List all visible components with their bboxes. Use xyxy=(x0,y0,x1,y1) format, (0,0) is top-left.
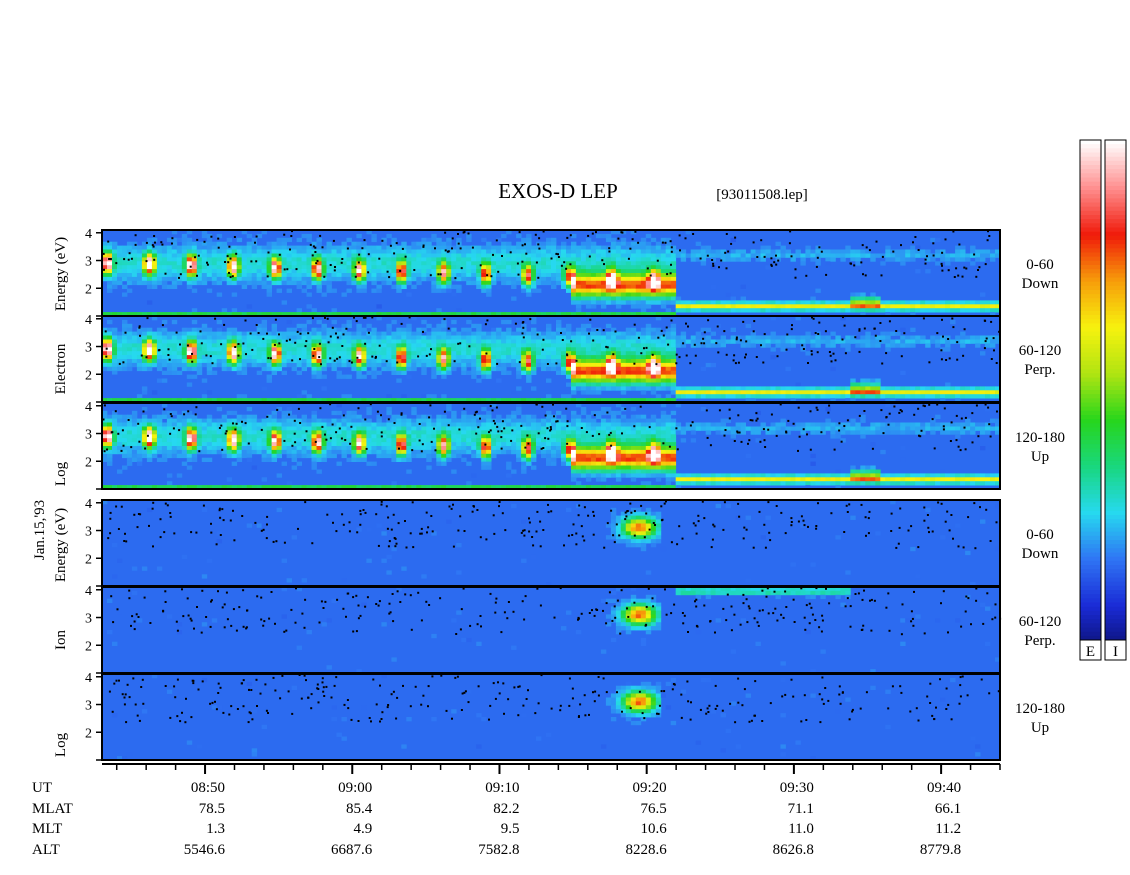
ephemeris-value: 08:50 xyxy=(191,780,225,796)
colorbar-label: I xyxy=(1113,644,1118,660)
ytick-label: 2 xyxy=(85,282,92,297)
ephemeris-table: UT 08:50 09:00 09:10 09:20 09:30 09:40 MLAT 78.5… xyxy=(32,780,961,858)
ytick-label: 4 xyxy=(85,584,92,599)
ytick-label: 2 xyxy=(85,639,92,654)
electron-panel-2: 4 3 2 120-180 Up xyxy=(85,400,1065,490)
ephemeris-row-name: ALT xyxy=(32,842,60,858)
ephemeris-value: 09:00 xyxy=(338,780,372,796)
ytick-label: 3 xyxy=(85,699,92,714)
electron-ylabel-word: Electron xyxy=(53,343,69,394)
ephemeris-value: 4.9 xyxy=(354,821,373,837)
pitch-label: 60-120 xyxy=(1019,343,1062,359)
ephemeris-row-name: MLT xyxy=(32,821,62,837)
ephemeris-value: 82.2 xyxy=(493,801,519,817)
panel-frame xyxy=(101,402,1001,490)
ephemeris-value: 6687.6 xyxy=(331,842,373,858)
chart-title: EXOS-D LEP xyxy=(498,179,618,203)
ephemeris-value: 76.5 xyxy=(640,801,666,817)
ion-ylabel-word: Energy (eV) xyxy=(53,508,69,582)
ytick-label: 2 xyxy=(85,726,92,741)
ephemeris-value: 85.4 xyxy=(346,801,373,817)
ephemeris-value: 11.0 xyxy=(788,821,814,837)
colorbar-I: I xyxy=(1104,139,1127,661)
ion-ylabel-word: Ion xyxy=(53,630,69,650)
ephemeris-value: 8626.8 xyxy=(773,842,814,858)
ion-panel-1: 4 3 2 60-120 Perp. xyxy=(85,584,1061,674)
ytick-label: 3 xyxy=(85,341,92,356)
panel-background xyxy=(102,587,1000,673)
colorbar-E: E xyxy=(1079,139,1102,661)
ephemeris-value: 8228.6 xyxy=(625,842,667,858)
pitch-label: 60-120 xyxy=(1019,614,1062,630)
direction-label: Perp. xyxy=(1024,362,1055,378)
pitch-label: 0-60 xyxy=(1026,527,1054,543)
panel-background xyxy=(102,674,1000,760)
date-label: Jan.15,'93 xyxy=(32,500,48,560)
ytick-label: 4 xyxy=(85,400,92,415)
pitch-label: 120-180 xyxy=(1015,701,1065,717)
ytick-label: 4 xyxy=(85,313,92,328)
ephemeris-value: 09:20 xyxy=(633,780,667,796)
ephemeris-value: 09:40 xyxy=(927,780,961,796)
direction-label: Down xyxy=(1022,276,1059,292)
ion-ylabel-word: Log xyxy=(53,732,69,757)
direction-label: Up xyxy=(1031,449,1049,465)
ytick-label: 3 xyxy=(85,525,92,540)
ytick-label: 2 xyxy=(85,552,92,567)
colorbar-label: E xyxy=(1086,644,1095,660)
ephemeris-value: 8779.8 xyxy=(920,842,961,858)
pitch-label: 0-60 xyxy=(1026,257,1054,273)
electron-panel-1: 4 3 2 60-120 Perp. xyxy=(85,313,1061,403)
ephemeris-value: 09:30 xyxy=(780,780,814,796)
direction-label: Perp. xyxy=(1024,633,1055,649)
ephemeris-value: 11.2 xyxy=(935,821,961,837)
panel-background xyxy=(102,500,1000,586)
ytick-label: 4 xyxy=(85,227,92,242)
ephemeris-value: 1.3 xyxy=(206,821,225,837)
ephemeris-value: 09:10 xyxy=(485,780,519,796)
ephemeris-row-name: UT xyxy=(32,780,52,796)
ephemeris-value: 10.6 xyxy=(640,821,667,837)
ephemeris-value: 7582.8 xyxy=(478,842,519,858)
ytick-label: 2 xyxy=(85,455,92,470)
ion-panel-2: 4 3 2 120-180 Up xyxy=(85,671,1065,761)
ytick-label: 3 xyxy=(85,255,92,270)
file-label: [93011508.lep] xyxy=(716,187,808,203)
ephemeris-value: 78.5 xyxy=(199,801,225,817)
electron-panel-0: 4 3 2 0-60 Down xyxy=(85,227,1059,317)
ytick-label: 3 xyxy=(85,428,92,443)
ephemeris-row-name: MLAT xyxy=(32,801,73,817)
ion-panel-0: 4 3 2 0-60 Down xyxy=(85,497,1059,587)
electron-ylabel-word: Energy (eV) xyxy=(53,237,69,311)
panel-frame xyxy=(101,673,1001,761)
ytick-label: 3 xyxy=(85,612,92,627)
ytick-label: 2 xyxy=(85,368,92,383)
ephemeris-value: 5546.6 xyxy=(184,842,226,858)
ephemeris-value: 9.5 xyxy=(501,821,520,837)
direction-label: Up xyxy=(1031,720,1049,736)
ytick-label: 4 xyxy=(85,671,92,686)
ephemeris-value: 66.1 xyxy=(935,801,961,817)
pitch-label: 120-180 xyxy=(1015,430,1065,446)
x-axis xyxy=(102,763,1001,774)
electron-ylabel-word: Log xyxy=(53,461,69,486)
direction-label: Down xyxy=(1022,546,1059,562)
panels: 4 3 2 0-60 Down 4 3 2 60-120 Perp. 4 3 2 120-180 Up Log… xyxy=(53,227,1065,761)
ephemeris-value: 71.1 xyxy=(788,801,814,817)
ytick-label: 4 xyxy=(85,497,92,512)
